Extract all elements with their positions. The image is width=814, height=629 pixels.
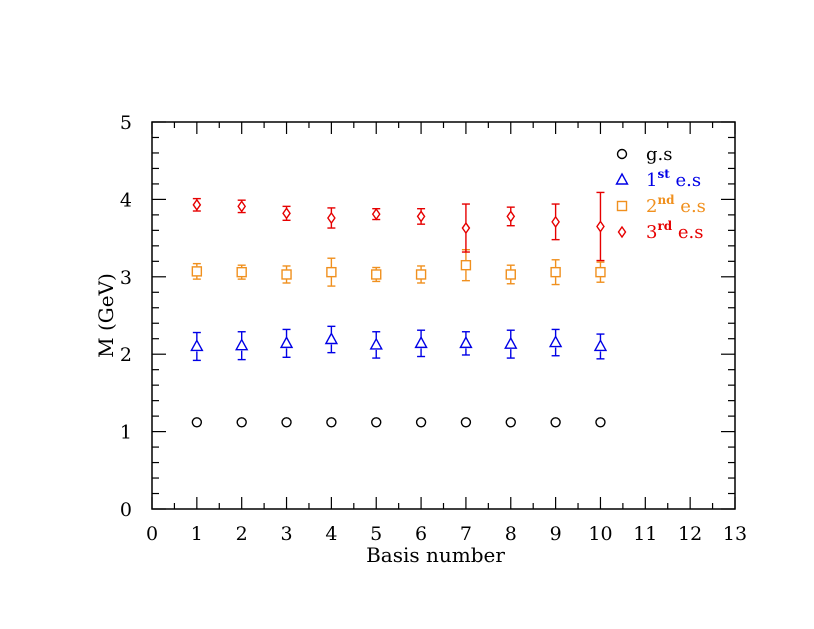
legend-marker — [616, 200, 628, 212]
data-point — [281, 269, 292, 280]
data-point — [371, 207, 381, 221]
data-point — [192, 198, 202, 212]
y-tick-label: 0 — [120, 499, 132, 521]
legend-item: 3rd e.s — [617, 219, 704, 243]
x-tick-label: 10 — [588, 523, 612, 545]
data-point — [414, 335, 428, 349]
data-point — [279, 335, 294, 349]
series-square — [191, 249, 606, 287]
data-point — [596, 220, 605, 233]
data-point — [282, 207, 291, 220]
data-point — [459, 335, 473, 349]
legend-main: 2 — [646, 196, 657, 217]
legend-marker — [616, 148, 628, 160]
data-point — [415, 269, 427, 280]
y-axis-title: M (GeV) — [94, 273, 118, 358]
data-point — [235, 338, 249, 351]
data-point — [236, 417, 247, 428]
data-point — [595, 417, 606, 428]
x-tick-label: 8 — [505, 523, 517, 545]
data-point — [504, 336, 518, 349]
legend-main: 3 — [646, 222, 657, 243]
x-axis-title: Basis number — [366, 543, 505, 567]
y-tick-labels: 0 1 2 3 4 5 — [120, 112, 132, 521]
legend-label: 3rd e.s — [646, 219, 704, 243]
series-circle — [191, 417, 606, 428]
x-tick-label: 11 — [633, 523, 657, 545]
legend-superscript: st — [657, 167, 670, 181]
data-point — [327, 211, 336, 225]
legend-main: 1 — [646, 170, 657, 191]
x-tick-label: 0 — [146, 523, 158, 545]
legend-label: 1st e.s — [646, 167, 701, 191]
data-point — [369, 337, 383, 350]
legend-label: g.s — [646, 144, 672, 165]
x-tick-label: 1 — [191, 523, 203, 545]
legend-marker — [615, 172, 629, 185]
data-point — [505, 269, 516, 280]
data-point — [326, 266, 337, 278]
legend-item: g.s — [616, 144, 672, 165]
legend-item: 2nd e.s — [616, 193, 706, 217]
data-point — [191, 417, 203, 428]
legend-superscript: nd — [657, 193, 675, 207]
y-tick-label: 1 — [120, 422, 132, 444]
data-point — [548, 335, 563, 348]
legend-superscript: rd — [657, 219, 672, 233]
data-point — [506, 210, 516, 223]
y-tick-label: 3 — [120, 267, 132, 289]
x-tick-label: 9 — [550, 523, 562, 545]
data-point — [416, 210, 426, 223]
x-tick-label: 7 — [460, 523, 472, 545]
legend-label: 2nd e.s — [646, 193, 706, 217]
data-point — [371, 269, 382, 280]
y-tick-label: 5 — [120, 112, 132, 134]
x-tick-label: 2 — [236, 523, 248, 545]
data-point — [326, 417, 337, 428]
data-point — [505, 417, 516, 428]
legend-suffix: e.s — [675, 196, 706, 217]
data-point — [324, 332, 339, 345]
data-point — [550, 266, 561, 278]
legend-marker — [617, 225, 627, 239]
axis-ticks — [151, 121, 736, 510]
data-point — [595, 266, 606, 278]
series-diamond — [192, 191, 605, 262]
data-point — [551, 215, 560, 229]
x-tick-label: 13 — [723, 523, 747, 545]
legend-suffix: e.s — [670, 170, 701, 191]
data-series — [190, 191, 608, 428]
data-point — [460, 259, 472, 271]
x-tick-label: 4 — [325, 523, 337, 545]
y-tick-label: 4 — [120, 189, 132, 211]
data-point — [236, 266, 247, 278]
data-point — [371, 417, 382, 428]
data-point — [281, 417, 292, 428]
legend-item: 1st e.s — [615, 167, 701, 191]
x-tick-label: 3 — [280, 523, 292, 545]
data-point — [237, 200, 247, 213]
data-point — [593, 339, 608, 352]
data-point — [415, 417, 427, 428]
data-point — [461, 221, 471, 235]
y-tick-label: 2 — [120, 344, 132, 366]
legend-suffix: e.s — [672, 222, 703, 243]
legend-main: g.s — [646, 144, 672, 165]
data-point — [190, 339, 204, 352]
data-point — [191, 266, 203, 277]
series-triangle — [190, 325, 608, 362]
x-tick-label: 6 — [415, 523, 427, 545]
x-tick-label: 5 — [370, 523, 382, 545]
data-point — [550, 417, 561, 428]
x-tick-labels: 0 1 2 3 4 5 6 7 8 9 10 11 12 13 — [146, 523, 747, 545]
data-point — [460, 417, 472, 428]
x-tick-label: 12 — [678, 523, 702, 545]
